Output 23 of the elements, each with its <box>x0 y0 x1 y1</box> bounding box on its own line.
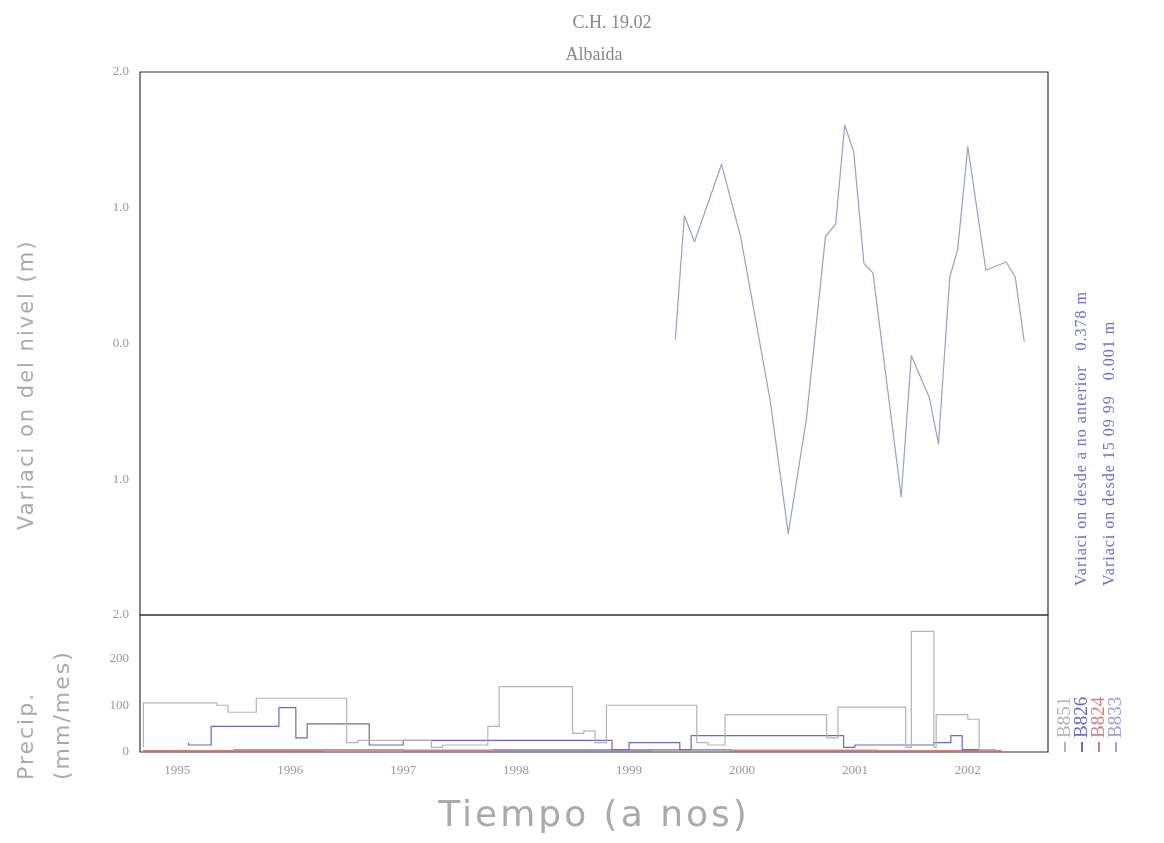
y-tick-label: 100 <box>109 696 129 712</box>
y-axis-title: Variaci on del nivel (m) <box>13 239 39 530</box>
x-tick-label: 1998 <box>503 762 530 778</box>
y-tick-label: 0.0 <box>112 334 129 350</box>
chart-title: C.H. 19.02 <box>571 12 653 33</box>
x-tick-label: 1996 <box>277 762 304 778</box>
x-axis-title: Tiempo (a nos) <box>437 793 751 834</box>
text: Variaci on desde 15 09 99 0.001 m <box>1100 320 1118 586</box>
y-tick-label: 200 <box>109 649 129 665</box>
x-tick-label: 1997 <box>390 762 417 778</box>
y-tick-label: 1.0 <box>112 199 129 215</box>
x-tick-label: 2001 <box>841 762 868 778</box>
y-axis-title: Precip. (mm/mes) <box>12 650 75 780</box>
x-tick-label: 1999 <box>616 762 643 778</box>
x-tick-label: 1995 <box>164 762 191 778</box>
y-tick-label: 0 <box>122 743 129 759</box>
x-tick-label: 2000 <box>728 762 755 778</box>
y-tick-label: 1.0 <box>112 470 129 486</box>
text: Variaci on desde a no anterior 0.378 m <box>1072 290 1090 586</box>
y-tick-label: 2.0 <box>112 63 129 79</box>
x-tick-label: 2002 <box>954 762 981 778</box>
y-tick-label: 2.0 <box>112 606 129 622</box>
chart-subtitle: Albaida <box>564 44 624 65</box>
